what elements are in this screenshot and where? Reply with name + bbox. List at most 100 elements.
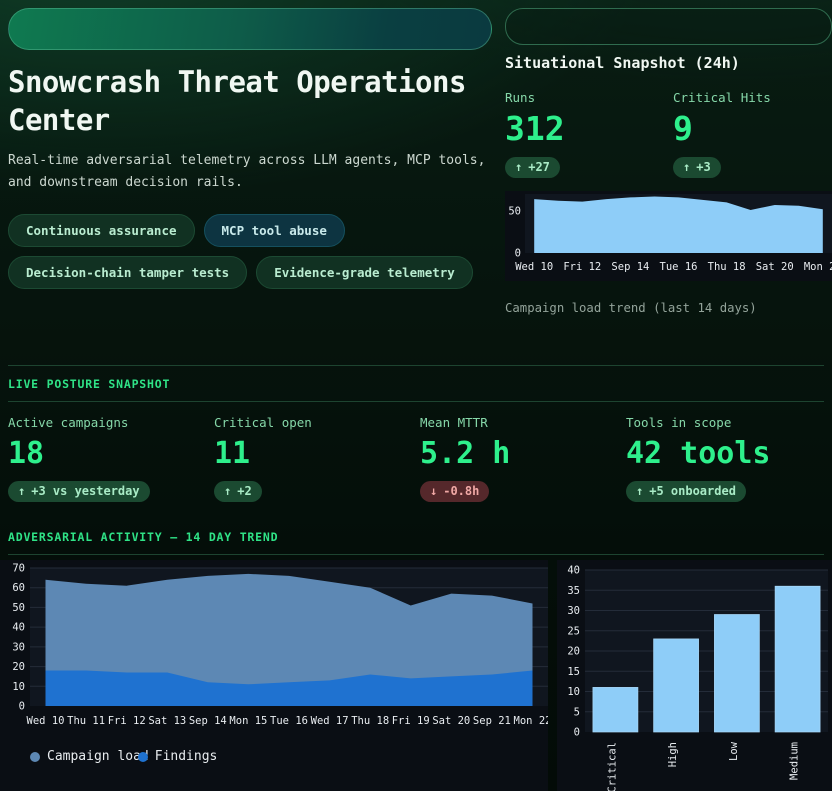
- mini-area-chart: 0 50 Wed 10 Fri 12 Sep 14 Tue 16 Thu 18 Sat 20 M…: [508, 194, 832, 273]
- stat-delta-badge: ↑ +2: [214, 481, 262, 502]
- stat-value: 42 tools: [626, 436, 771, 471]
- charts-section: 0 10 20 30 40 50 60 70 Wed 10 Thu 11 Fri 12 Sat 13 S…: [0, 560, 832, 791]
- svg-text:35: 35: [567, 585, 580, 597]
- stat-active-campaigns: Active campaigns 18 ↑ +3 vs yesterday: [8, 415, 214, 502]
- header-section: Snowcrash Threat Operations Center Real-…: [8, 8, 832, 315]
- svg-text:50: 50: [12, 602, 25, 614]
- legend-item-campaign-load: Campaign load: [30, 749, 149, 764]
- svg-text:Wed 10: Wed 10: [27, 715, 65, 727]
- up-arrow-icon: ↑: [683, 160, 691, 174]
- kpi-runs-value: 312: [505, 109, 565, 148]
- posture-stats: Active campaigns 18 ↑ +3 vs yesterday Cri…: [8, 402, 832, 502]
- stat-value: 18: [8, 436, 45, 471]
- stat-delta-badge: ↓ -0.8h: [420, 481, 490, 502]
- stat-delta-badge: ↑ +5 onboarded: [626, 481, 746, 502]
- kpi-critical-hits: Critical Hits 9 ↑ +3: [673, 90, 832, 178]
- svg-text:15: 15: [567, 666, 580, 678]
- svg-text:Sep 21: Sep 21: [473, 715, 511, 727]
- stat-label: Tools in scope: [626, 415, 732, 430]
- campaign-findings-chart-panel: 0 10 20 30 40 50 60 70 Wed 10 Thu 11 Fri 12 Sat 13 S…: [0, 560, 548, 791]
- campaign-load-legend-dot: [30, 751, 40, 762]
- svg-text:Mon 15: Mon 15: [229, 715, 267, 727]
- svg-text:Low: Low: [728, 741, 740, 761]
- kpi-runs: Runs 312 ↑ +27: [505, 90, 673, 178]
- svg-text:Critical: Critical: [606, 742, 618, 791]
- svg-text:70: 70: [12, 563, 25, 575]
- stat-delta: +2: [237, 484, 252, 498]
- svg-text:50: 50: [508, 205, 521, 217]
- svg-text:Medium: Medium: [789, 742, 801, 780]
- activity-section-heading: ADVERSARIAL ACTIVITY — 14 DAY TREND: [8, 530, 279, 544]
- svg-text:60: 60: [12, 582, 25, 594]
- svg-text:0: 0: [574, 727, 580, 739]
- legend-label: Findings: [154, 749, 218, 764]
- severity-bar-chart: 0 5 10 15 20 25 30 35 40 Critical High Low Medium: [567, 565, 828, 791]
- svg-text:40: 40: [567, 565, 580, 577]
- svg-text:30: 30: [12, 641, 25, 653]
- tag-chips: Continuous assurance MCP tool abuse Deci…: [8, 214, 508, 290]
- svg-text:Thu 11: Thu 11: [67, 715, 105, 727]
- snapshot-kpis: Runs 312 ↑ +27 Critical Hits 9 ↑ +3: [505, 90, 832, 178]
- up-arrow-icon: ↑: [636, 484, 644, 498]
- stat-critical-open: Critical open 11 ↑ +2: [214, 415, 420, 502]
- svg-text:Thu 18: Thu 18: [708, 261, 746, 273]
- svg-text:High: High: [667, 742, 679, 767]
- severity-bar-chart-panel: 0 5 10 15 20 25 30 35 40 Critical High Low Medium: [557, 560, 832, 791]
- page-title: Snowcrash Threat Operations Center: [8, 65, 466, 137]
- svg-text:20: 20: [567, 646, 580, 658]
- stat-delta: -0.8h: [443, 484, 480, 498]
- divider: [8, 365, 824, 366]
- legend-label: Campaign load: [47, 749, 149, 764]
- stat-delta: +3 vs yesterday: [31, 484, 140, 498]
- down-arrow-icon: ↓: [430, 484, 438, 498]
- svg-text:0: 0: [515, 248, 521, 260]
- chip-mcp-tool-abuse[interactable]: MCP tool abuse: [203, 214, 345, 248]
- svg-text:5: 5: [574, 706, 580, 718]
- stat-label: Active campaigns: [8, 415, 129, 430]
- stat-label: Critical open: [214, 415, 312, 430]
- stat-delta: +5 onboarded: [649, 484, 736, 498]
- chart-legend: Campaign load Findings: [30, 749, 548, 764]
- divider: [8, 401, 824, 402]
- legend-item-findings: Findings: [137, 749, 218, 764]
- stat-delta-badge: ↑ +3 vs yesterday: [8, 481, 150, 502]
- chip-continuous-assurance[interactable]: Continuous assurance: [8, 214, 195, 248]
- threat-ops-dashboard: Snowcrash Threat Operations Center Real-…: [0, 8, 832, 791]
- svg-text:Thu 18: Thu 18: [351, 715, 389, 727]
- stat-label: Mean MTTR: [420, 415, 488, 430]
- svg-text:Sat 13: Sat 13: [148, 715, 186, 727]
- stat-value: 11: [214, 436, 251, 471]
- chip-evidence-grade-telemetry[interactable]: Evidence-grade telemetry: [256, 256, 473, 290]
- svg-text:Mon 22: Mon 22: [514, 715, 548, 727]
- chip-decision-chain-tamper-tests[interactable]: Decision-chain tamper tests: [8, 256, 248, 290]
- svg-text:Fri 12: Fri 12: [563, 261, 601, 273]
- page-subtitle: Real-time adversarial telemetry across L…: [8, 153, 486, 190]
- svg-text:Sat 20: Sat 20: [756, 261, 794, 273]
- svg-text:0: 0: [19, 701, 25, 713]
- up-arrow-icon: ↑: [18, 484, 26, 498]
- svg-text:Sep 14: Sep 14: [189, 715, 227, 727]
- kpi-critical-hits-delta-badge: ↑ +3: [673, 157, 721, 178]
- svg-text:30: 30: [567, 605, 580, 617]
- svg-text:Tue 16: Tue 16: [270, 715, 308, 727]
- mini-chart-caption: Campaign load trend (last 14 days): [505, 301, 757, 315]
- svg-text:40: 40: [12, 622, 25, 634]
- svg-text:Fri 12: Fri 12: [108, 715, 146, 727]
- kpi-runs-label: Runs: [505, 90, 536, 105]
- campaign-load-mini-chart: 0 50 Wed 10 Fri 12 Sep 14 Tue 16 Thu 18 Sat 20 M…: [505, 191, 832, 281]
- svg-text:Sep 14: Sep 14: [611, 261, 649, 273]
- snapshot-title: Situational Snapshot (24h): [505, 54, 740, 72]
- stat-tools-in-scope: Tools in scope 42 tools ↑ +5 onboarded: [626, 415, 832, 502]
- stat-mean-mttr: Mean MTTR 5.2 h ↓ -0.8h: [420, 415, 626, 502]
- up-arrow-icon: ↑: [224, 484, 232, 498]
- svg-text:10: 10: [12, 681, 25, 693]
- svg-text:Mon 22: Mon 22: [804, 261, 832, 273]
- svg-text:Wed 17: Wed 17: [311, 715, 349, 727]
- stat-value: 5.2 h: [420, 436, 511, 471]
- kpi-critical-hits-value: 9: [673, 109, 693, 148]
- svg-text:Fri 19: Fri 19: [392, 715, 430, 727]
- kpi-runs-delta-badge: ↑ +27: [505, 157, 560, 178]
- divider: [8, 554, 824, 555]
- posture-section-heading: LIVE POSTURE SNAPSHOT: [8, 377, 171, 391]
